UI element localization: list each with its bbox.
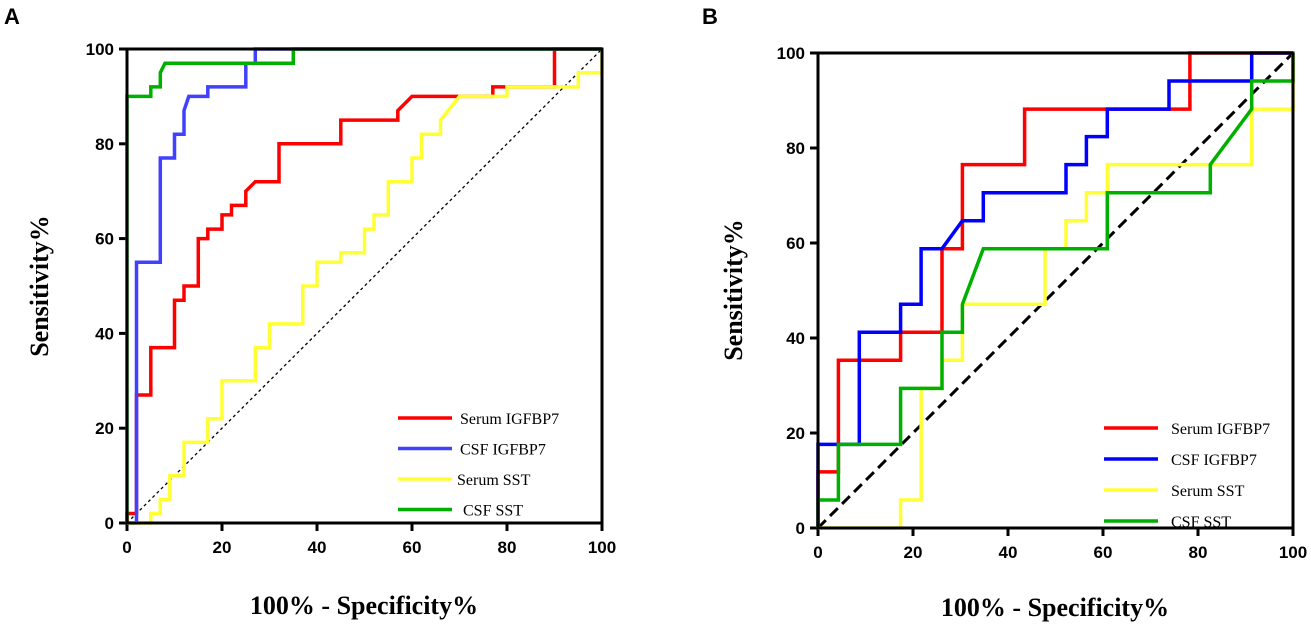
x-tick-label: 80 <box>498 538 517 557</box>
y-tick-label: 100 <box>777 44 805 63</box>
legend-label: CSF SST <box>1171 514 1231 531</box>
x-tick-label: 40 <box>999 543 1018 562</box>
y-tick-label: 20 <box>95 419 114 438</box>
x-tick-label: 100 <box>1279 543 1307 562</box>
roc-curve-csf-sst <box>125 47 602 523</box>
reference-diagonal-line <box>126 48 603 524</box>
y-tick-label: 0 <box>796 519 805 538</box>
y-tick-label: 80 <box>786 139 805 158</box>
plot-frame <box>816 51 1295 530</box>
y-tick-label: 40 <box>95 324 114 343</box>
legend-label: Serum IGFBP7 <box>460 411 559 428</box>
plot-frame <box>125 47 604 525</box>
panel-label-a: A <box>4 4 20 29</box>
panel-label-b: B <box>702 4 718 29</box>
legend-label: Serum IGFBP7 <box>1171 421 1270 438</box>
y-tick-label: 0 <box>105 514 114 533</box>
x-tick-label: 60 <box>403 538 422 557</box>
roc-curve-csf-sst <box>816 53 1295 528</box>
roc-curve-csf-igfbp7 <box>816 51 1293 528</box>
x-tick-label: 20 <box>904 543 923 562</box>
legend-label: CSF SST <box>463 503 523 520</box>
y-tick-label: 40 <box>786 329 805 348</box>
x-tick-label: 0 <box>813 543 822 562</box>
y-axis-title: Sensitivity% <box>719 219 748 361</box>
x-tick-label: 80 <box>1189 543 1208 562</box>
panel-a: A 0 20 40 60 80 100 0 20 40 60 80 100 Sensitivity% 10… <box>4 4 616 620</box>
y-tick-label: 80 <box>95 135 114 154</box>
x-tick-label: 0 <box>122 538 131 557</box>
legend-label: CSF IGFBP7 <box>460 442 546 459</box>
x-tick-label: 20 <box>213 538 232 557</box>
x-axis-title: 100% - Specificity% <box>941 593 1169 622</box>
y-tick-label: 100 <box>86 40 114 59</box>
roc-curve-serum-igfbp7 <box>125 47 602 523</box>
x-axis-title: 100% - Specificity% <box>250 591 478 620</box>
x-tick-label: 40 <box>308 538 327 557</box>
panel-b: B 0 20 40 60 80 100 0 20 40 60 80 100 Sensitivity% 10… <box>702 4 1307 622</box>
y-tick-label: 60 <box>95 230 114 249</box>
x-tick-label: 60 <box>1094 543 1113 562</box>
roc-curve-serum-sst <box>127 49 604 525</box>
legend-label: Serum SST <box>1171 483 1245 500</box>
y-tick-label: 20 <box>786 424 805 443</box>
y-axis-title: Sensitivity% <box>25 215 54 357</box>
reference-diagonal-line <box>816 51 1295 530</box>
y-tick-label: 60 <box>786 234 805 253</box>
legend-label: CSF IGFBP7 <box>1171 452 1257 469</box>
x-tick-label: 100 <box>588 538 616 557</box>
legend-label: Serum SST <box>457 472 531 489</box>
